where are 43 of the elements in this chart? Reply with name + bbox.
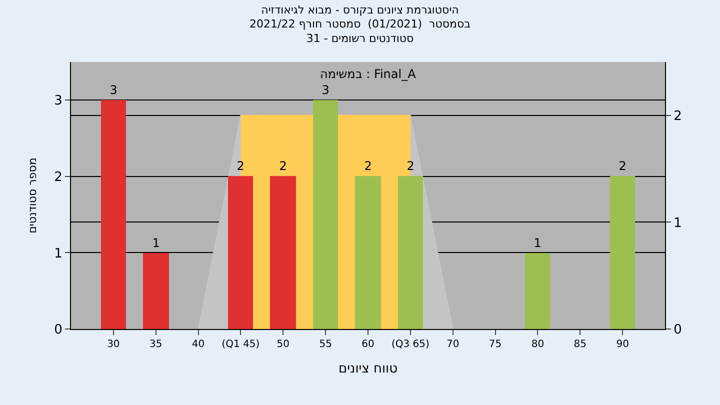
x-tick-label: 50 [276,339,290,350]
annotation: במשימה : Final_A [320,67,417,81]
bar [143,253,169,329]
bar [101,100,126,329]
data-label: 2 [406,159,414,173]
data-label: 1 [152,236,160,250]
x-tick-label: 70 [446,339,460,350]
x-tick-label: 30 [107,339,120,350]
chart-title: היסטוגרמת ציונים בקורס - מבוא לגיאודזיה [261,3,459,16]
y2-tick-label: 0 [674,322,682,338]
bar [270,176,296,329]
x-tick-label: 40 [192,339,205,350]
x-tick-label: 85 [574,339,587,350]
x-tick-label: 55 [319,339,332,350]
x-tick-label: 35 [149,339,162,350]
x-tick-label: 75 [488,339,502,350]
bar [355,176,381,329]
y-axis-title: מספר סטודנטים [26,158,39,234]
y2-tick-label: 2 [674,108,682,124]
y2-tick-label: 1 [674,216,682,231]
y-tick-label: 1 [54,246,62,262]
y-tick-label: 0 [54,322,62,338]
y-tick-label: 2 [54,170,62,185]
x-axis-title: טווח ציונים [338,362,398,377]
data-label: 3 [322,83,330,97]
data-label: 2 [364,159,372,173]
chart-subtitle: בסמסטר (01/2021) סמסטר חורף 2021/22 סטודנטים רשומים - 31 [250,18,470,45]
x-tick-label: 60 [362,339,374,350]
data-label: 2 [279,159,287,173]
bar [313,100,338,329]
y-tick-label: 3 [54,94,62,109]
x-tick-label: 90 [616,339,629,350]
x-tick-label: 80 [531,339,544,350]
data-label: 2 [618,159,626,173]
data-label: 1 [534,236,542,250]
bar [398,176,423,329]
x-tick-label: (Q3 65) [391,339,430,350]
bar [525,253,550,329]
bar [228,176,253,329]
bar [610,176,635,329]
data-label: 2 [236,159,244,173]
data-label: 3 [110,83,118,97]
x-tick-label: (Q1 45) [222,339,260,350]
